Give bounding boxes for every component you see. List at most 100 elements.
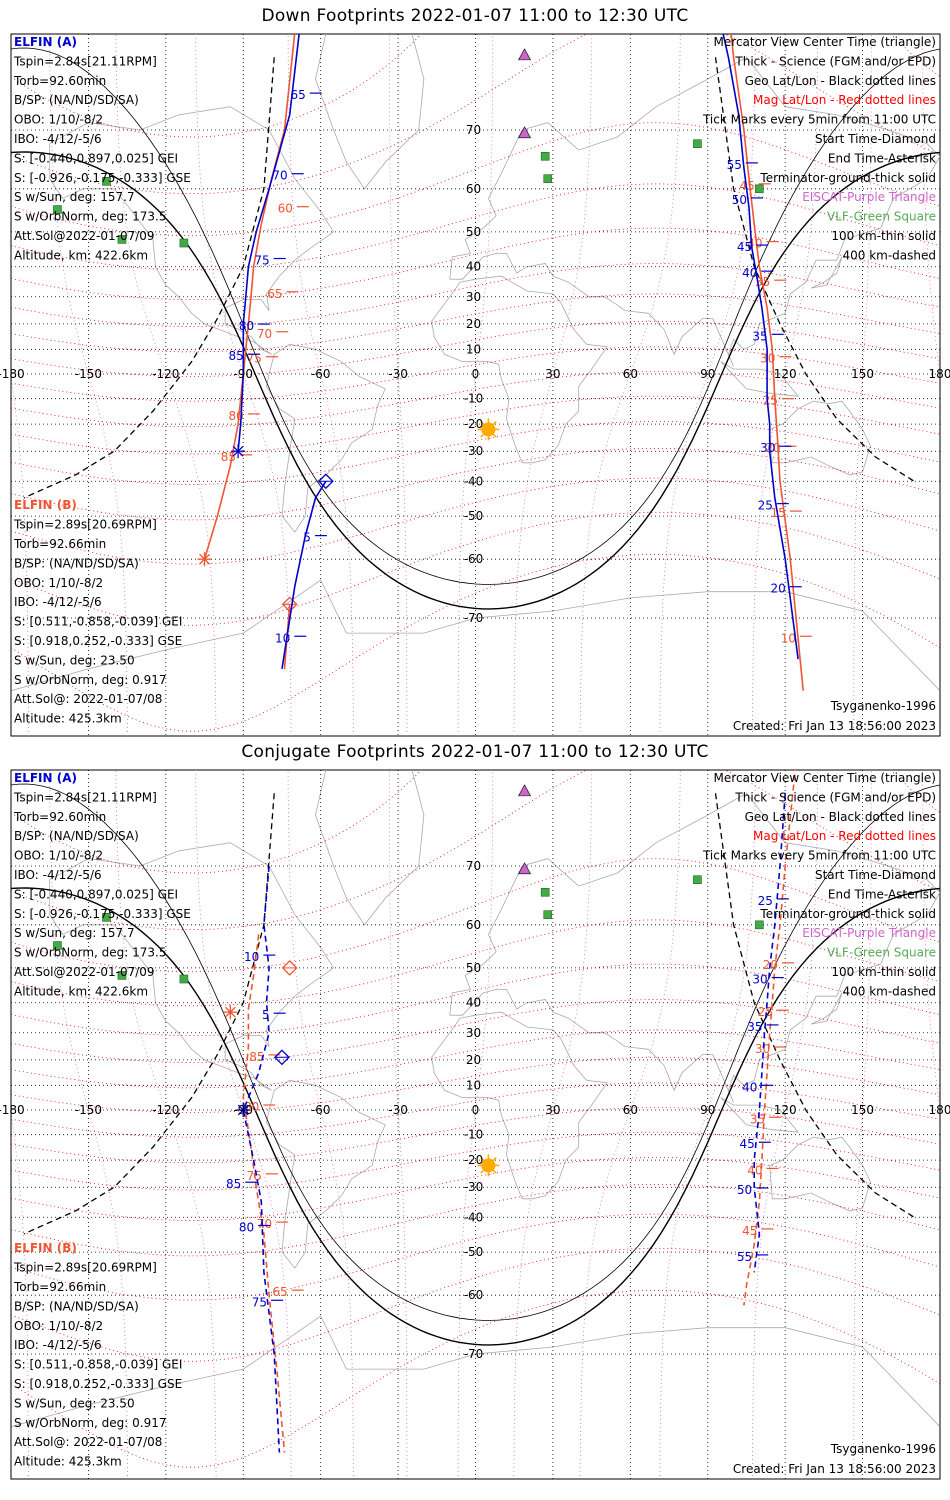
lon-tick-label: 90	[700, 1103, 715, 1117]
created-label: Created: Fri Jan 13 18:56:00 2023	[733, 719, 936, 733]
lat-tick-label: 60	[466, 918, 481, 932]
coastline	[49, 842, 335, 1091]
start-diamond	[281, 959, 298, 976]
legend-entry: 400 km-dashed	[842, 248, 936, 262]
lat-tick-label: 60	[466, 182, 481, 196]
legend-entry: Mag Lat/Lon - Red dotted lines	[753, 93, 936, 107]
legend-entry: Thick - Science (FGM and/or EPD)	[734, 790, 936, 804]
vlf-square	[117, 971, 127, 980]
lat-tick-label: 30	[466, 1026, 481, 1040]
track-tick-label: 45	[739, 179, 754, 193]
mag-meridian	[751, 34, 819, 736]
mag-meridian	[853, 770, 872, 1479]
coastline	[810, 256, 843, 289]
lat-tick-label: -70	[464, 1347, 484, 1361]
mag-parallel	[11, 1082, 940, 1138]
lat-tick-label: -40	[464, 1210, 484, 1224]
elfin-b-info-line: IBO: -4/12/-5/6	[14, 1338, 102, 1352]
mag-parallel	[11, 293, 940, 353]
vlf-square	[179, 238, 189, 248]
mag-parallel	[11, 227, 940, 301]
track-tick-label: 45	[739, 1137, 754, 1151]
track-tick-label: 85	[229, 349, 244, 363]
coastline	[720, 1097, 800, 1133]
elfin-b-info-line: S: [0.511,-0.858,-0.039] GEI	[14, 615, 182, 629]
vlf-square	[102, 177, 111, 186]
elfin-a-header: ELFIN (A)	[14, 35, 77, 49]
lon-tick-label: 150	[851, 367, 874, 381]
model-label: Tsyganenko-1996	[830, 699, 936, 713]
lon-tick-label: 90	[700, 367, 715, 381]
terminator-ground	[11, 151, 940, 610]
mag-parallel	[11, 34, 940, 195]
elfin-b-info-line: Tspin=2.89s[20.69RPM]	[13, 518, 157, 532]
elfin-a-info-line: B/SP: (NA/ND/SD/SA)	[14, 829, 139, 843]
elfin-a-info-line: Att.Sol@2022-01-07/09	[14, 965, 155, 979]
sun-icon	[481, 1158, 496, 1173]
legend-entry: EISCAT-Purple Triangle	[802, 190, 936, 204]
end-asterisk	[232, 445, 244, 457]
elfin-a-track	[281, 480, 327, 670]
legend-entry: Terminator-ground-thick solid	[759, 907, 936, 921]
legend-entry: Start Time-Diamond	[815, 868, 936, 882]
lon-tick-label: 180	[929, 367, 950, 381]
mag-parallel	[11, 263, 940, 327]
mag-meridian	[287, 770, 354, 1479]
track-tick-label: 40	[747, 1163, 762, 1177]
terminator-400km	[714, 57, 915, 482]
lat-tick-label: -50	[464, 1245, 484, 1259]
lat-tick-label: 20	[466, 1053, 481, 1067]
lon-tick-label: -30	[388, 367, 408, 381]
coastline	[431, 275, 608, 464]
lon-tick-label: 120	[774, 367, 797, 381]
terminator-400km	[23, 793, 275, 1235]
elfin-b-info-line: Tspin=2.89s[20.69RPM]	[13, 1261, 157, 1275]
lat-tick-label: -60	[464, 552, 484, 566]
terminator-400km	[23, 57, 275, 499]
vlf-square	[540, 151, 550, 161]
mag-parallel	[11, 770, 940, 931]
elfin-b-header: ELFIN (B)	[14, 1241, 77, 1255]
track-tick-label: 75	[252, 1295, 267, 1309]
created-label: Created: Fri Jan 13 18:56:00 2023	[733, 1462, 936, 1476]
track-tick-label: 70	[257, 1217, 272, 1231]
legend-entry: Mercator View Center Time (triangle)	[714, 771, 936, 785]
lon-tick-label: -90	[233, 1103, 253, 1117]
elfin-b-info-line: B/SP: (NA/ND/SD/SA)	[14, 1299, 139, 1313]
eiscat-triangle	[518, 126, 532, 139]
track-tick-label: 10	[781, 631, 796, 645]
mag-parallel	[11, 1056, 940, 1113]
elfin-a-header: ELFIN (A)	[14, 771, 77, 785]
elfin-a-track	[242, 865, 281, 1453]
track-tick-label: 85	[221, 450, 236, 464]
lat-tick-label: -60	[464, 1288, 484, 1302]
vlf-square	[540, 887, 550, 897]
lon-tick-label: -180	[0, 367, 25, 381]
legend-entry: VLF-Green Square	[827, 946, 936, 960]
track-tick-label: 25	[758, 1005, 773, 1019]
start-diamond	[281, 596, 298, 613]
mag-parallel	[11, 1107, 940, 1164]
elfin-a-info-line: S: [-0.440,0.897,0.025] GEI	[14, 151, 178, 165]
elfin-a-info-line: Torb=92.60min	[13, 810, 106, 824]
elfin-a-info-line: S: [-0.926,-0.175,-0.333] GSE	[14, 171, 191, 185]
track-tick-label: 80	[229, 409, 244, 423]
mag-parallel	[11, 183, 940, 271]
track-tick-label: 10	[275, 631, 290, 645]
track-tick-label: 30	[755, 1042, 770, 1056]
legend-entry: Tick Marks every 5min from 11:00 UTC	[702, 113, 936, 127]
terminator-ground	[11, 887, 940, 1346]
elfin-b-header: ELFIN (B)	[14, 498, 77, 512]
sun-icon	[481, 422, 496, 437]
lat-tick-label: -40	[464, 474, 484, 488]
coastline	[810, 992, 843, 1025]
track-tick-label: 5	[262, 1008, 270, 1022]
legend-entry: End Time-Asterisk	[828, 887, 936, 901]
elfin-a-info-line: S w/Sun, deg: 157.7	[14, 190, 135, 204]
elfin-a-info-line: S: [-0.926,-0.175,-0.333] GSE	[14, 907, 191, 921]
track-tick-label: 25	[758, 499, 773, 513]
lat-tick-label: 30	[466, 290, 481, 304]
lat-tick-label: 40	[466, 260, 481, 274]
track-tick-label: 40	[742, 266, 757, 280]
lon-tick-label: -120	[152, 1103, 179, 1117]
